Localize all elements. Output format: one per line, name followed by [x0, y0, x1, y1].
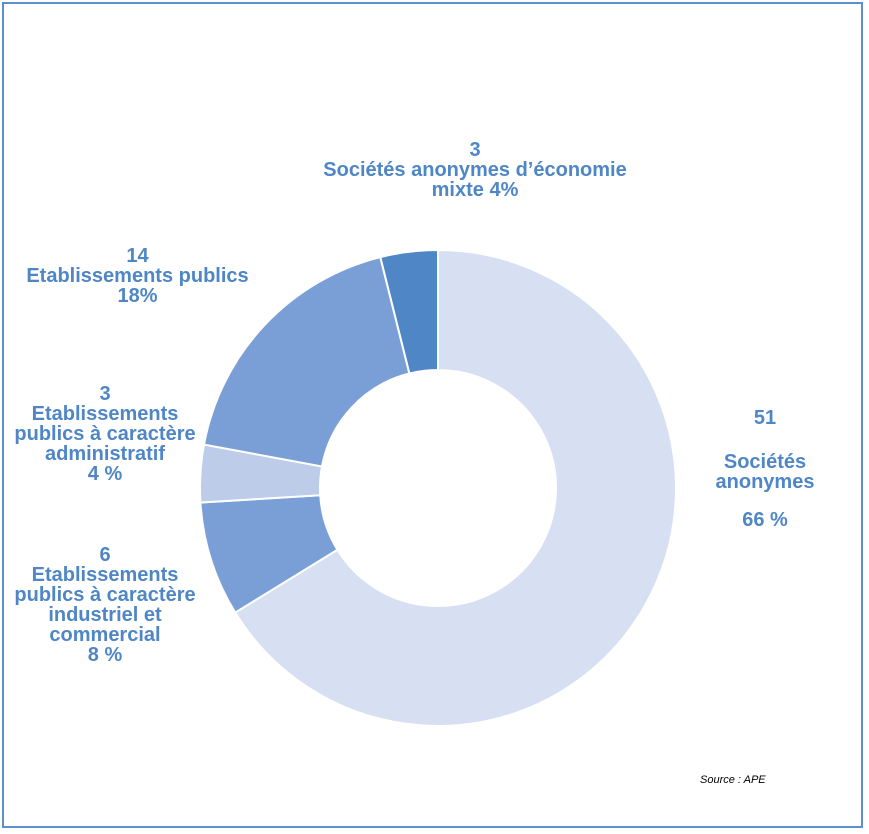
label-sa-percent: 66 %: [742, 509, 788, 531]
label-epa-name-3: administratif: [44, 443, 166, 465]
label-epa-count: 3: [99, 383, 111, 405]
label-saem-name-2: mixte 4%: [431, 179, 519, 201]
label-epic-name-4: commercial: [49, 624, 161, 646]
label-sa-count: 51: [753, 407, 777, 429]
label-sa: 51 Sociétés anonymes 66 %: [690, 408, 840, 530]
label-epic: 6 Etablissements publics à caractère ind…: [0, 545, 210, 665]
label-epic-name-1: Etablissements: [31, 564, 179, 586]
label-epic-name-3: industriel et: [48, 604, 162, 626]
label-epa-name-1: Etablissements: [31, 403, 179, 425]
label-saem: 3 Sociétés anonymes d’économie mixte 4%: [300, 140, 650, 200]
label-epa-percent: 4 %: [87, 463, 123, 485]
label-epa: 3 Etablissements publics à caractère adm…: [0, 384, 210, 484]
source-note: Source : APE: [700, 774, 766, 786]
label-ep-percent: 18%: [117, 285, 158, 307]
label-epic-percent: 8 %: [87, 644, 123, 666]
label-ep-name: Etablissements publics: [26, 265, 249, 287]
label-saem-count: 3: [469, 139, 481, 161]
donut-slice-4: [379, 248, 439, 375]
label-sa-name-1: Sociétés: [723, 451, 807, 473]
label-saem-name: Sociétés anonymes d’économie: [323, 159, 627, 181]
label-ep-count: 14: [126, 245, 149, 267]
donut-slice-3: [202, 255, 411, 468]
label-epa-name-2: publics à caractère: [14, 423, 196, 445]
label-sa-name-2: anonymes: [715, 471, 815, 493]
label-epic-count: 6: [99, 544, 111, 566]
label-epic-name-2: publics à caractère: [14, 584, 196, 606]
label-ep: 14 Etablissements publics 18%: [20, 246, 255, 306]
donut-slice-0: [233, 248, 677, 727]
